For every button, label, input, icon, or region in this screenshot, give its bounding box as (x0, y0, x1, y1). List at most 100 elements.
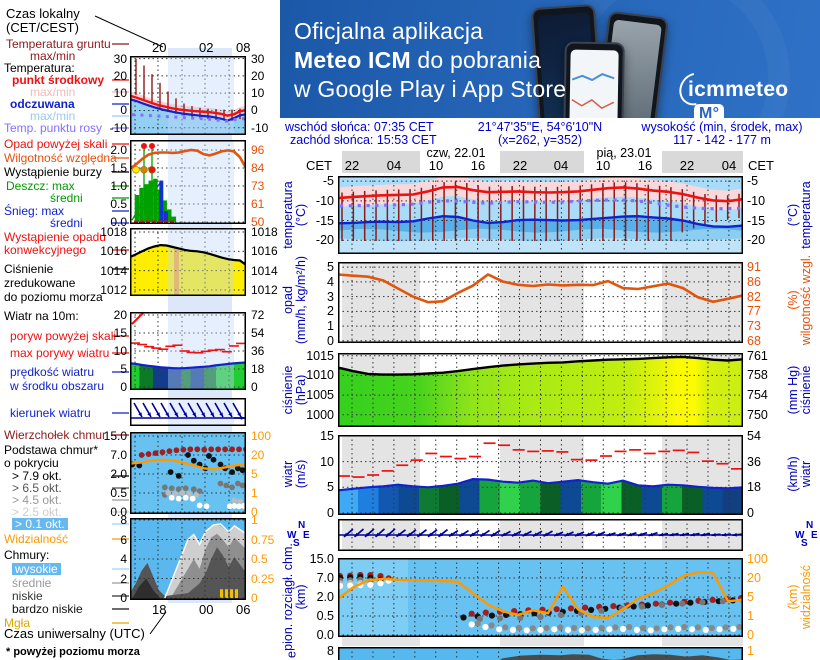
wind-direction-strip (338, 519, 743, 551)
legend-item: Temp. punktu rosy (4, 121, 103, 135)
axis-tick: 0 (327, 506, 334, 520)
mini-axis-tick: 61 (251, 197, 265, 211)
mini-axis-tick: 2 (120, 572, 127, 586)
axis-label-cover-partial: e (284, 651, 299, 658)
mini-axis-tick: 1.5 (110, 161, 127, 175)
axis-tick: 0 (327, 334, 334, 348)
mini-axis-tick: 0.0 (110, 215, 127, 229)
mini-axis-tick: 4 (120, 552, 127, 566)
mini-temperature-chart (130, 56, 246, 135)
icmmeteo-logo[interactable]: icmmeteo M° (672, 66, 820, 118)
axis-tick: -5 (322, 174, 334, 188)
axis-tick: 15 (320, 429, 334, 443)
axis-tick: 91 (747, 260, 761, 274)
legend-item: w środku obszaru (10, 379, 105, 393)
hour-tick: 16 (637, 158, 653, 173)
legend-item: Chmury: (4, 548, 50, 562)
axis-tick: 750 (747, 408, 768, 422)
mini-axis-tick: 0.5 (251, 552, 268, 566)
axis-tick: 0 (747, 628, 754, 642)
legend-item: max/min (30, 49, 76, 63)
panel-gap-strip (338, 637, 743, 646)
legend-item: Wystąpienie opadu (4, 230, 106, 244)
mini-axis-tick: 100 (251, 429, 272, 443)
legend-item: średni (50, 216, 83, 230)
axis-tick: 68 (747, 334, 761, 348)
mini-axis-tick: 1.0 (110, 179, 127, 193)
legend-connector-lines (94, 15, 167, 635)
axis-tick: 73 (747, 319, 761, 333)
axis-tick: 1015 (306, 349, 334, 363)
mini-axis-tick: 6 (120, 533, 127, 547)
axis-tick: -20 (315, 233, 334, 247)
local-hour-tick: 02 (199, 40, 214, 55)
axis-tick: 1005 (306, 388, 334, 402)
logo-badge: M° (694, 104, 725, 118)
mini-axis-tick: 1018 (100, 225, 127, 239)
mini-axis-tick: 1016 (251, 244, 278, 258)
axis-tick: 15.0 (309, 552, 334, 566)
legend-item: odczuwana (10, 97, 75, 111)
axis-tick: 77 (747, 304, 761, 318)
mini-axis-tick: 73 (251, 179, 265, 193)
axis-tick: 1 (747, 609, 754, 623)
grid-point-label: (x=262, y=352) (497, 133, 583, 147)
mini-axis-tick: 1012 (251, 283, 278, 297)
mini-precip-chart (130, 140, 246, 224)
sunset-label: zachód słońca: 15:53 CET (290, 133, 437, 147)
mini-axis-tick: 2.0 (110, 467, 127, 481)
mini-axis-tick: 18 (251, 362, 265, 376)
legend-item: Wystąpienie burzy (4, 165, 102, 179)
legend-panel: Czas lokalny (CET/CEST) Temperatura gruntu… (0, 0, 280, 660)
legend-item: Czas uniwersalny (UTC) (4, 626, 145, 641)
local-hour-tick: 08 (236, 40, 251, 55)
legend-item: bardzo niskie (12, 602, 83, 616)
legend-item: niskie (12, 589, 43, 603)
axis-tick: 7.0 (316, 571, 334, 585)
hour-tick: 22 (679, 158, 695, 173)
legend-item: Wilgotność względna (4, 151, 117, 165)
legend-item: Opad powyżej skali (4, 137, 108, 151)
mini-axis-tick: 1016 (100, 244, 127, 258)
mini-axis-tick: 0.75 (251, 533, 275, 547)
temperature-panel (338, 176, 743, 254)
legend-item: Czas lokalny (6, 6, 80, 21)
mini-axis-tick: 0.5 (110, 486, 127, 500)
mini-axis-tick: 30 (113, 52, 127, 66)
mini-wind-direction-strip (130, 398, 246, 426)
axis-label-wind-right: (km/h) wiatr (786, 456, 813, 492)
utc-hour-tick: 06 (236, 602, 251, 617)
mini-axis-tick: 1 (251, 513, 258, 527)
axis-tick: 2.0 (316, 590, 334, 604)
mini-axis-tick: 10 (113, 344, 127, 358)
axis-tick: 1010 (306, 368, 334, 382)
mini-pressure-chart (130, 228, 246, 296)
legend-item: Temperatura gruntu (6, 37, 111, 51)
axis-tick: -5 (747, 174, 759, 188)
legend-item: > 0.1 okt. (12, 518, 68, 530)
axis-tick: 1 (747, 644, 754, 658)
axis-tick: 0.0 (316, 628, 334, 642)
legend-item: średni (50, 191, 83, 205)
legend-item: Temperatura: (4, 61, 75, 75)
app-banner[interactable]: Oficjalna aplikacja Meteo ICM do pobrani… (280, 0, 820, 118)
mini-cloud-cover-chart (130, 518, 246, 600)
mini-axis-tick: 54 (251, 326, 265, 340)
mini-axis-tick: 10 (113, 86, 127, 100)
axis-tick: 761 (747, 349, 768, 363)
mini-axis-tick: 1014 (100, 264, 127, 278)
logo-text: icmmeteo (688, 78, 789, 101)
mini-axis-tick: 0.0 (110, 505, 127, 519)
legend-item: (CET/CEST) (6, 20, 79, 35)
hour-tick: 16 (470, 158, 486, 173)
hour-tick: 10 (595, 158, 611, 173)
mini-axis-tick: 0.5 (110, 197, 127, 211)
legend-item: > 6.5 okt. (12, 481, 62, 495)
axis-tick: 18 (747, 480, 761, 494)
axis-tick: 20 (747, 571, 761, 585)
hour-tick: 04 (721, 158, 737, 173)
legend-item: max/min (30, 109, 76, 123)
axis-tick: -20 (747, 233, 766, 247)
